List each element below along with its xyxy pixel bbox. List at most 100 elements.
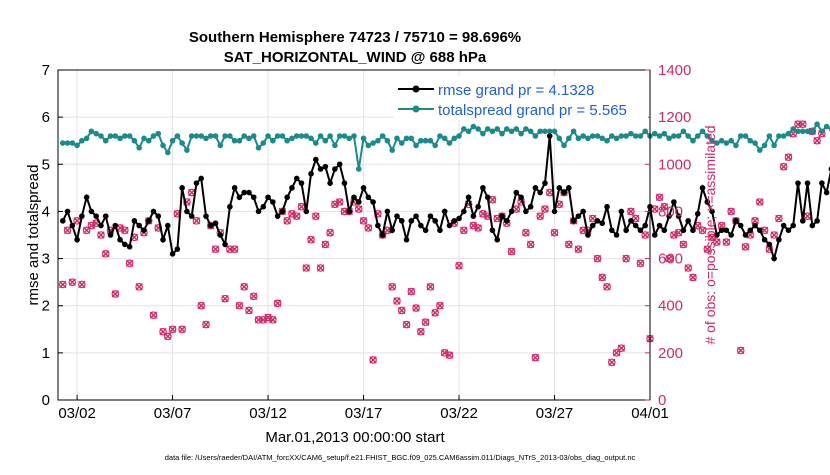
rmse-point	[542, 180, 548, 186]
obs-possible-marker	[235, 301, 244, 310]
totalspread-point	[270, 137, 276, 144]
rmse-point	[336, 161, 343, 168]
obs-assimilated-marker	[264, 313, 272, 322]
obs-assimilated-marker	[211, 245, 220, 253]
obs-assimilated-marker	[421, 318, 430, 326]
totalspread-point	[346, 135, 353, 142]
obs-possible-marker	[168, 325, 177, 334]
totalspread-point	[451, 135, 458, 142]
totalspread-point	[193, 133, 200, 139]
totalspread-point	[609, 133, 615, 139]
obs-assimilated-marker	[784, 153, 793, 161]
obs-assimilated-marker	[335, 198, 344, 206]
obs-assimilated-marker	[603, 283, 611, 291]
obs-possible-marker	[436, 301, 444, 310]
obs-possible-marker	[245, 306, 253, 315]
rmse-point	[279, 208, 286, 215]
obs-assimilated-marker	[431, 309, 439, 317]
rmse-point	[289, 185, 295, 191]
totalspread-point	[761, 142, 768, 149]
totalspread-point	[418, 137, 424, 144]
rmse-point	[231, 185, 238, 191]
rmse-point	[642, 222, 649, 229]
totalspread-point	[102, 137, 109, 144]
obs-possible-marker	[197, 301, 206, 310]
totalspread-point	[165, 149, 171, 156]
x-tick-label: 03/27	[536, 405, 574, 422]
y-tick-label-right: 400	[658, 298, 683, 315]
obs-assimilated-marker	[479, 210, 487, 218]
obs-assimilated-marker	[722, 238, 731, 246]
obs-assimilated-marker	[97, 231, 105, 239]
obs-possible-marker	[612, 349, 621, 357]
obs-possible-marker	[230, 245, 239, 253]
rmse-point	[680, 227, 687, 234]
rmse-point	[136, 222, 142, 229]
obs-possible-marker	[650, 205, 659, 213]
rmse-point	[690, 227, 696, 234]
chart-subtitle: SAT_HORIZONTAL_WIND @ 688 hPa	[224, 49, 487, 66]
rmse-point	[718, 227, 725, 234]
totalspread-point	[628, 130, 634, 137]
obs-possible-marker	[536, 212, 544, 220]
rmse-point	[809, 222, 816, 229]
obs-assimilated-marker	[197, 302, 205, 310]
rmse-point	[737, 222, 744, 229]
obs-assimilated-marker	[660, 203, 669, 211]
obs-assimilated-marker	[412, 304, 420, 312]
totalspread-point	[503, 126, 510, 132]
totalspread-point	[145, 137, 152, 144]
rmse-point	[599, 220, 606, 227]
rmse-point	[508, 208, 515, 215]
totalspread-point	[776, 133, 782, 139]
obs-possible-marker	[679, 240, 688, 249]
totalspread-point	[293, 133, 300, 139]
obs-assimilated-marker	[770, 231, 778, 239]
rmse-point	[795, 180, 801, 186]
obs-possible-marker	[698, 226, 707, 235]
totalspread-point	[155, 130, 162, 137]
rmse-point	[117, 236, 123, 243]
rmse-point	[451, 218, 458, 224]
totalspread-point	[298, 133, 305, 139]
totalspread-point	[437, 133, 443, 139]
rmse-point	[174, 246, 181, 252]
rmse-point	[83, 194, 90, 201]
totalspread-point	[112, 133, 119, 139]
rmse-point	[150, 208, 157, 215]
obs-possible-marker	[183, 198, 191, 206]
totalspread-point	[203, 135, 209, 142]
totalspread-point	[169, 137, 176, 144]
obs-assimilated-marker	[393, 297, 401, 305]
obs-possible-marker	[144, 217, 153, 225]
obs-assimilated-marker	[622, 254, 630, 263]
rmse-point	[637, 227, 644, 234]
rmse-point	[88, 208, 95, 215]
rmse-point	[346, 208, 353, 215]
rmse-point	[461, 208, 467, 215]
totalspread-point	[790, 126, 797, 132]
obs-possible-marker	[617, 344, 626, 352]
totalspread-point	[470, 123, 477, 130]
rmse-point	[64, 208, 71, 215]
rmse-point	[398, 218, 405, 224]
totalspread-point	[365, 142, 372, 149]
totalspread-point	[441, 135, 448, 142]
rmse-point	[780, 222, 787, 229]
totalspread-point	[360, 135, 367, 142]
obs-possible-marker	[488, 195, 497, 204]
obs-possible-marker	[63, 226, 72, 235]
obs-possible-marker	[326, 228, 334, 237]
rmse-point	[260, 203, 267, 210]
obs-assimilated-marker	[283, 217, 291, 225]
rmse-point	[313, 156, 319, 163]
rmse-point	[532, 185, 539, 191]
legend-rmse-marker	[412, 85, 420, 93]
obs-possible-marker	[364, 224, 373, 232]
rmse-point	[107, 232, 114, 238]
rmse-point	[733, 218, 739, 224]
obs-possible-marker	[631, 214, 640, 223]
obs-possible-marker	[312, 212, 320, 220]
totalspread-point	[580, 133, 586, 139]
obs-assimilated-marker	[331, 200, 339, 209]
